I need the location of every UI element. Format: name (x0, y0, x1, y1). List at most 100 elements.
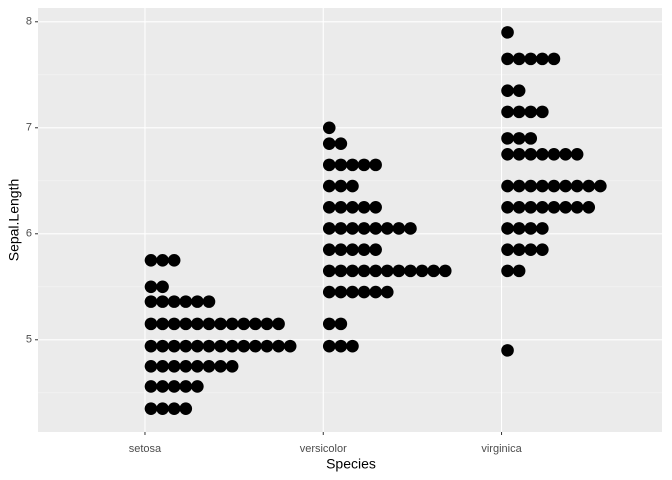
dot (334, 158, 348, 172)
dot (357, 200, 371, 214)
dot (346, 285, 359, 299)
dot-stack (501, 344, 514, 357)
dot (167, 402, 181, 415)
x-axis-title: Species (326, 456, 376, 472)
dot (404, 264, 417, 278)
dot-stack (322, 158, 382, 172)
dot (144, 280, 158, 294)
dot (369, 285, 382, 299)
dot (501, 84, 514, 97)
dot (501, 344, 514, 357)
dot (547, 179, 561, 193)
dot (346, 243, 359, 256)
dot-stack (501, 200, 596, 214)
dot-stack (501, 52, 561, 66)
y-tick-label: 8 (26, 16, 32, 28)
dot (392, 264, 406, 278)
dot (283, 339, 297, 353)
dot (392, 222, 406, 235)
dot (512, 200, 526, 214)
dot (536, 52, 549, 66)
dot (214, 359, 227, 373)
dot (547, 147, 561, 161)
dot (524, 200, 538, 214)
dot (191, 295, 204, 308)
dot (570, 179, 584, 193)
dot (322, 179, 336, 193)
dot (512, 222, 526, 235)
dot (559, 179, 572, 193)
dot-stack (144, 253, 181, 267)
dot-stack (501, 222, 549, 235)
dot-stack (322, 121, 336, 135)
marks (144, 26, 607, 415)
dot-stack (322, 317, 348, 331)
dot (512, 264, 526, 278)
dot (346, 264, 359, 278)
dot (369, 264, 382, 278)
dot (156, 380, 169, 393)
dot-stack (501, 132, 538, 145)
dot (536, 222, 549, 235)
dot (202, 339, 216, 353)
dot (438, 264, 452, 278)
dot (369, 200, 382, 214)
dot (156, 402, 169, 415)
dot (272, 317, 285, 331)
dot (167, 317, 181, 331)
dot (322, 137, 336, 150)
dot (357, 264, 371, 278)
dot-stack (501, 105, 549, 119)
dot (582, 179, 596, 193)
dot (179, 380, 193, 393)
dot (512, 147, 526, 161)
dot (346, 158, 359, 172)
dot (334, 222, 348, 235)
dot (369, 158, 382, 172)
dot (179, 339, 193, 353)
x-tick-label: versicolor (300, 443, 347, 455)
dot (512, 132, 526, 145)
dot (322, 264, 336, 278)
dot (272, 339, 285, 353)
dot (156, 253, 169, 267)
dot (512, 84, 526, 97)
dot (167, 253, 181, 267)
panel (38, 8, 662, 432)
dot (144, 339, 158, 353)
dot (144, 380, 158, 393)
dot-stack (322, 285, 394, 299)
dot (260, 339, 274, 353)
dot-stack (501, 26, 514, 39)
dot-stack (322, 339, 359, 353)
dot (357, 158, 371, 172)
dot (570, 200, 584, 214)
dot (512, 179, 526, 193)
dot (214, 317, 227, 331)
dot-stack (322, 179, 359, 193)
dot (156, 317, 169, 331)
dot (214, 339, 227, 353)
dot (559, 200, 572, 214)
dot (167, 380, 181, 393)
dot (559, 147, 572, 161)
dot (322, 285, 336, 299)
dot (501, 132, 514, 145)
dot-stack (144, 295, 216, 308)
dot (334, 200, 348, 214)
dot (427, 264, 440, 278)
dot (225, 359, 239, 373)
dot-stack (501, 147, 584, 161)
dot (156, 295, 169, 308)
dot (179, 402, 193, 415)
dot-stack (144, 280, 169, 294)
dot (334, 317, 348, 331)
dot (346, 200, 359, 214)
dot-stack (501, 243, 549, 256)
dot (357, 222, 371, 235)
dot (536, 179, 549, 193)
dot (501, 243, 514, 256)
dot (380, 285, 394, 299)
dot (237, 339, 251, 353)
